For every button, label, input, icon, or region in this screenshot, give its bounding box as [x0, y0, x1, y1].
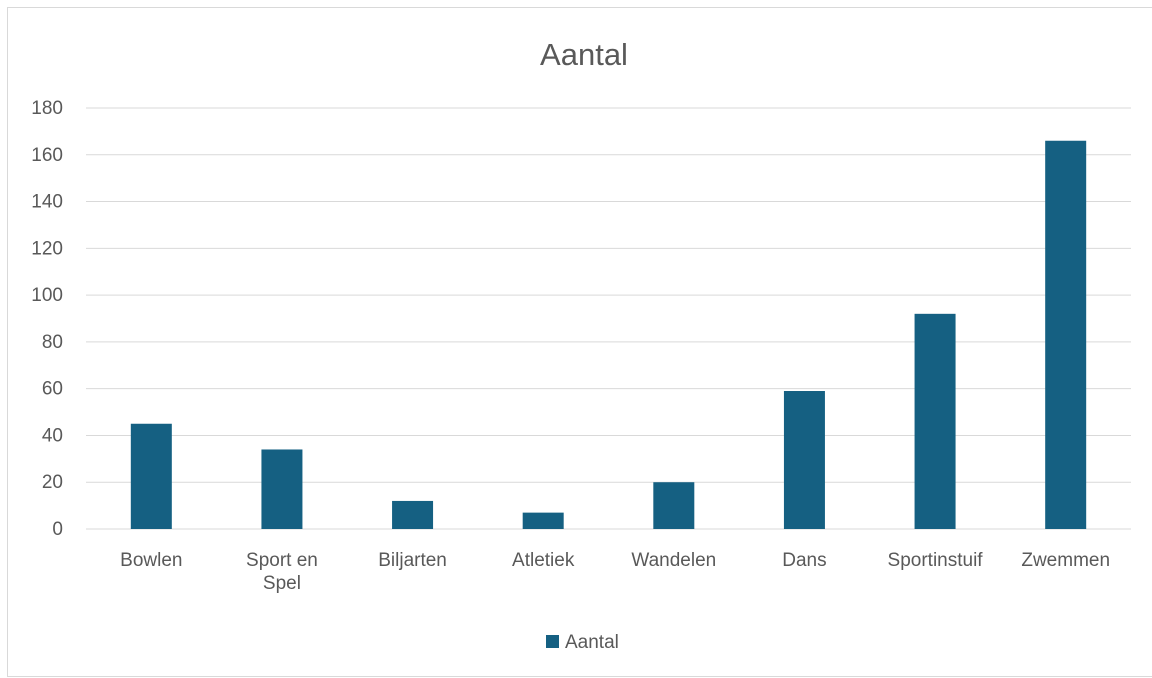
y-tick-label: 60	[42, 379, 63, 400]
bars	[130, 140, 1087, 529]
legend-swatch-aantal	[546, 635, 559, 648]
bar-sportinstuif	[914, 313, 956, 529]
bar-dans	[783, 391, 825, 529]
y-axis-tick-labels: 0 20 40 60 80 100 120 140 160 180	[31, 98, 63, 540]
legend: Aantal	[546, 632, 619, 653]
y-tick-label: 140	[31, 192, 63, 213]
bar-wandelen	[653, 482, 695, 529]
y-tick-label: 40	[42, 425, 63, 446]
bar-atletiek	[522, 512, 564, 529]
x-tick-label: Wandelen	[631, 550, 716, 571]
x-tick-label: Biljarten	[378, 550, 447, 571]
bar-biljarten	[392, 500, 434, 529]
gridlines	[86, 107, 1131, 530]
y-tick-label: 180	[31, 98, 63, 119]
y-tick-label: 120	[31, 238, 63, 259]
bar-chart: Aantal 0 20 40 60 80 100 120 140 160 180 Bowlen Sp…	[31, 37, 1131, 653]
y-tick-label: 0	[52, 519, 63, 540]
x-tick-label: Sportinstuif	[888, 550, 984, 571]
x-tick-label: Sport en Spel	[246, 550, 318, 594]
bar-sport-en-spel	[261, 449, 303, 529]
y-tick-label: 80	[42, 332, 63, 353]
bar-zwemmen	[1045, 140, 1087, 529]
y-tick-label: 160	[31, 145, 63, 166]
x-tick-label: Atletiek	[512, 550, 575, 571]
chart-area: Aantal 0 20 40 60 80 100 120 140 160 180 Bowlen Sp…	[7, 7, 1152, 677]
chart-title: Aantal	[540, 37, 628, 72]
x-tick-label: Bowlen	[120, 550, 182, 571]
bar-bowlen	[130, 423, 172, 529]
x-axis-tick-labels: Bowlen Sport en Spel Biljarten Atletiek Wande…	[120, 550, 1110, 594]
y-tick-label: 100	[31, 285, 63, 306]
x-tick-label: Dans	[782, 550, 826, 571]
y-tick-label: 20	[42, 472, 63, 493]
x-tick-label: Zwemmen	[1021, 550, 1110, 571]
legend-label-aantal: Aantal	[565, 632, 619, 653]
